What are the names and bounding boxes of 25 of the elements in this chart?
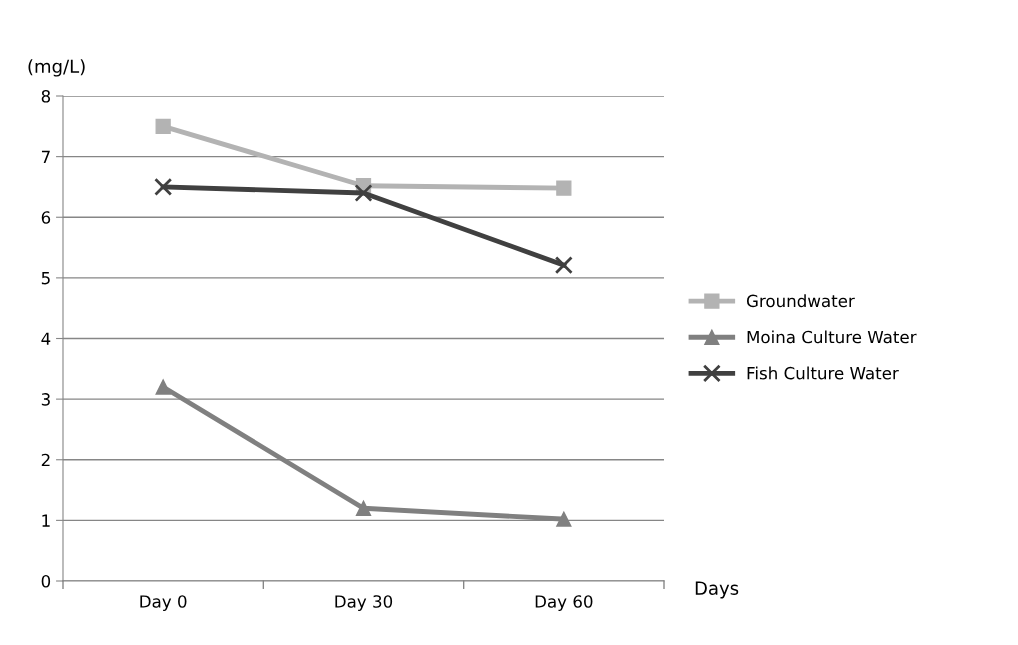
y-axis-title: (mg/L) [28, 59, 85, 77]
point [554, 256, 573, 275]
point [155, 379, 171, 395]
point [556, 180, 572, 196]
x-tick-label: Day 30 [335, 595, 393, 612]
legend-label: Groundwater [746, 294, 855, 308]
y-tick-label: 4 [41, 332, 51, 345]
point [354, 183, 373, 203]
y-tick-label: 7 [41, 150, 50, 163]
point [154, 177, 173, 196]
legend-label: Fish Culture Water [747, 366, 899, 380]
y-tick-label: 1 [42, 514, 50, 527]
y-tick-label: 0 [41, 574, 51, 588]
point [155, 118, 171, 134]
y-tick-label: 3 [41, 393, 50, 406]
point [556, 511, 572, 527]
x-axis-title: Days [695, 581, 739, 599]
y-tick-label: 8 [41, 89, 51, 103]
y-tick-label: 6 [41, 211, 51, 224]
x-tick-label: Day 0 [140, 595, 187, 612]
point [355, 500, 372, 516]
y-tick-label: 5 [41, 272, 50, 285]
legend-label: Moina Culture Water [747, 330, 917, 344]
y-tick-label: 2 [41, 453, 50, 467]
x-tick-label: Day 60 [535, 595, 593, 612]
